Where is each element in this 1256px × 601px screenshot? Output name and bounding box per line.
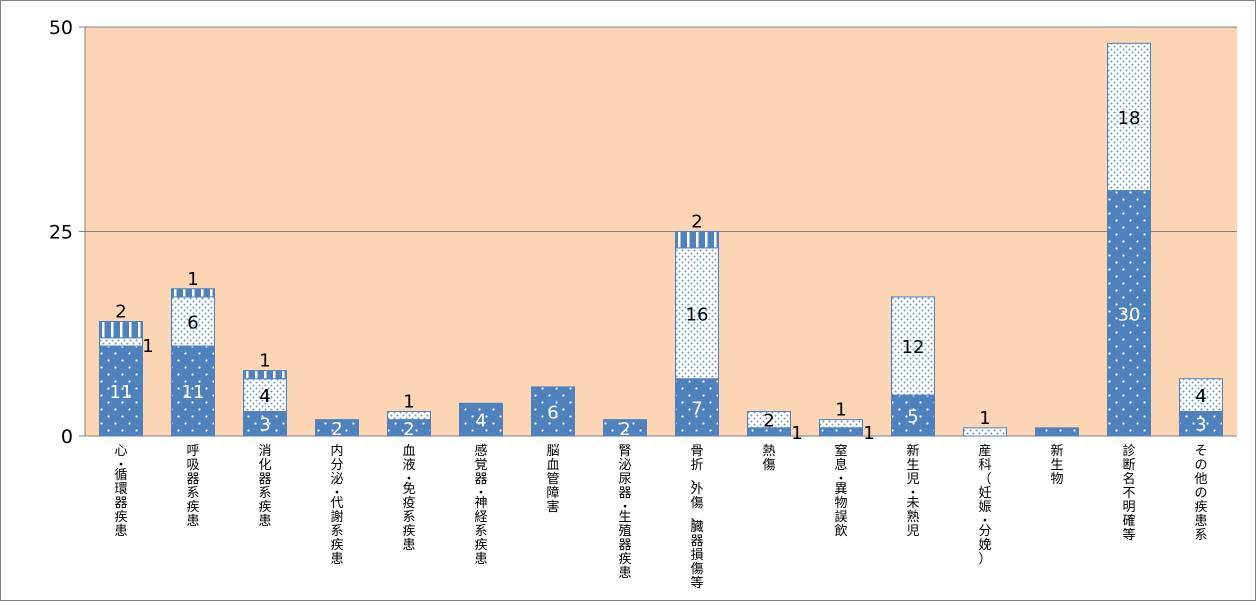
data-label: 1 [403,391,414,412]
data-label: 1 [979,408,990,429]
category-label: 心・循環器疾患 [114,444,127,539]
category-label: 呼吸器系疾患 [186,444,199,529]
category-label: 内分泌・代謝系疾患 [330,443,343,567]
data-label: 1 [187,269,198,290]
gridlines [85,26,1237,232]
bar-segment [243,378,287,412]
data-label: 4 [1195,386,1206,407]
bar-segment [603,419,647,437]
data-label: 11 [110,382,133,403]
category-label: 診断名不明確等 [1122,443,1135,543]
category-label: 血液・免疫系疾患 [402,444,415,553]
data-label: 3 [1195,415,1206,436]
bar-segment [675,378,719,437]
bar-segment [99,320,143,339]
bar-segment [819,419,863,429]
y-tick-label: 50 [49,17,73,39]
category-label: 熱傷 [762,444,775,473]
bar-segment [1179,378,1223,412]
bar-segment [1107,190,1151,437]
bar-segment [243,410,287,437]
bar-segment [171,288,215,298]
bar-segment [171,345,215,437]
category-label: 新生児・未熟児 [906,443,919,539]
y-tick-label: 0 [61,426,73,448]
category-label: 産科（妊娠・分娩） [978,443,991,567]
bar-segment [243,370,287,380]
data-label: 11 [182,382,205,403]
category-label: 新生物 [1050,443,1063,487]
bar-segment [99,337,143,347]
category-label: 脳血管障害 [546,444,559,515]
data-label: 18 [1118,108,1141,129]
y-tick-label: 25 [49,222,73,244]
data-label: 1 [142,336,153,357]
data-label: 2 [115,301,126,322]
data-label: 2 [619,419,630,440]
category-label: 腎泌尿器・生殖器疾患 [618,444,631,581]
data-label: 2 [691,212,702,233]
bar-segment [1107,42,1151,192]
data-label: 4 [475,411,486,432]
category-label: 感覚器・神経系疾患 [474,443,487,567]
bar-segment [387,410,431,421]
bar-segment [963,427,1007,437]
data-label: 1 [259,351,270,372]
category-label: 骨折、外傷、臓器損傷等 [690,444,703,591]
data-label: 12 [902,337,925,358]
bar-segment [675,231,719,249]
data-label: 1 [835,400,846,421]
bar-segment [747,410,791,429]
category-label: 消化器系疾患 [258,444,271,529]
bars [99,42,1223,437]
category-label: その他の疾患系 [1194,444,1207,543]
data-label: 2 [763,411,774,432]
data-label: 3 [259,415,270,436]
bar-segment [675,247,719,380]
data-label: 1 [791,423,802,444]
bar-segment [1035,427,1079,437]
data-label: 5 [907,407,918,428]
bar-segment [891,296,935,396]
bar-segment [459,402,503,437]
data-label: 2 [331,419,342,440]
bar-segment [819,427,863,437]
x-axis-categories: 心・循環器疾患 呼吸器系疾患 消化器系疾患 内分泌・代謝系疾患 血液・免疫系疾患 感覚器・… [114,443,1207,591]
bar-segment [531,386,575,437]
data-label: 1 [863,423,874,444]
category-label: 窒息・異物誤飲 [834,443,847,539]
data-label: 2 [403,419,414,440]
bar-segment [315,419,359,437]
data-label: 6 [187,312,198,333]
data-label: 7 [691,398,702,419]
data-label: 4 [259,386,270,407]
data-label: 16 [686,304,709,325]
data-label: 30 [1118,304,1141,325]
data-label: 6 [547,402,558,423]
